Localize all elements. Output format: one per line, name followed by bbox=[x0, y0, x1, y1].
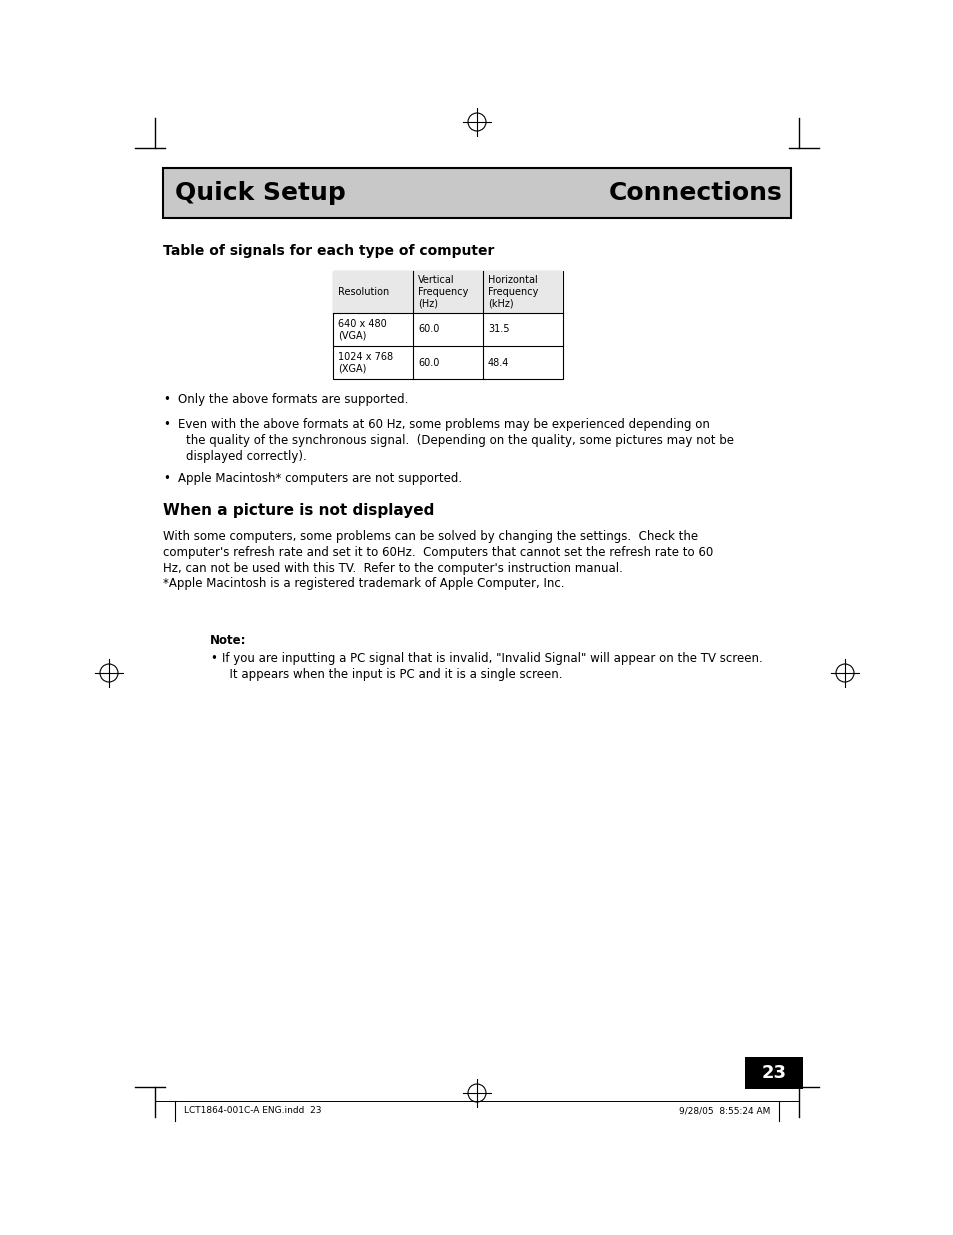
Text: 60.0: 60.0 bbox=[417, 357, 439, 368]
Text: Hz, can not be used with this TV.  Refer to the computer's instruction manual.: Hz, can not be used with this TV. Refer … bbox=[163, 562, 622, 576]
Bar bbox=[163, 168, 790, 219]
Text: 1024 x 768
(XGA): 1024 x 768 (XGA) bbox=[337, 352, 393, 373]
Text: •: • bbox=[210, 652, 216, 664]
Text: Note:: Note: bbox=[210, 634, 246, 647]
Text: Quick Setup: Quick Setup bbox=[174, 182, 345, 205]
Text: the quality of the synchronous signal.  (Depending on the quality, some pictures: the quality of the synchronous signal. (… bbox=[186, 433, 733, 447]
Bar bbox=[333, 270, 562, 312]
Text: 9/28/05  8:55:24 AM: 9/28/05 8:55:24 AM bbox=[678, 1107, 769, 1115]
Text: If you are inputting a PC signal that is invalid, "Invalid Signal" will appear o: If you are inputting a PC signal that is… bbox=[222, 652, 762, 664]
Text: •: • bbox=[163, 393, 170, 406]
Text: 640 x 480
(VGA): 640 x 480 (VGA) bbox=[337, 319, 386, 341]
Text: displayed correctly).: displayed correctly). bbox=[186, 450, 307, 463]
Text: •: • bbox=[163, 417, 170, 431]
Text: Even with the above formats at 60 Hz, some problems may be experienced depending: Even with the above formats at 60 Hz, so… bbox=[178, 417, 709, 431]
Bar bbox=[744, 1057, 802, 1089]
Text: Only the above formats are supported.: Only the above formats are supported. bbox=[178, 393, 408, 406]
Text: Apple Macintosh* computers are not supported.: Apple Macintosh* computers are not suppo… bbox=[178, 472, 461, 485]
Text: Horizontal
Frequency
(kHz): Horizontal Frequency (kHz) bbox=[488, 275, 537, 309]
Text: Connections: Connections bbox=[609, 182, 782, 205]
Text: computer's refresh rate and set it to 60Hz.  Computers that cannot set the refre: computer's refresh rate and set it to 60… bbox=[163, 546, 713, 559]
Text: It appears when the input is PC and it is a single screen.: It appears when the input is PC and it i… bbox=[222, 668, 562, 680]
Text: 48.4: 48.4 bbox=[488, 357, 509, 368]
Text: 23: 23 bbox=[760, 1065, 785, 1082]
Text: With some computers, some problems can be solved by changing the settings.  Chec: With some computers, some problems can b… bbox=[163, 530, 698, 543]
Text: When a picture is not displayed: When a picture is not displayed bbox=[163, 503, 434, 517]
Bar bbox=[333, 270, 562, 379]
Text: Table of signals for each type of computer: Table of signals for each type of comput… bbox=[163, 245, 494, 258]
Text: Vertical
Frequency
(Hz): Vertical Frequency (Hz) bbox=[417, 275, 468, 309]
Text: Resolution: Resolution bbox=[337, 287, 389, 296]
Text: LCT1864-001C-A ENG.indd  23: LCT1864-001C-A ENG.indd 23 bbox=[184, 1107, 321, 1115]
Text: 60.0: 60.0 bbox=[417, 325, 439, 335]
Text: •: • bbox=[163, 472, 170, 485]
Text: *Apple Macintosh is a registered trademark of Apple Computer, Inc.: *Apple Macintosh is a registered tradema… bbox=[163, 577, 564, 590]
Text: 31.5: 31.5 bbox=[488, 325, 509, 335]
